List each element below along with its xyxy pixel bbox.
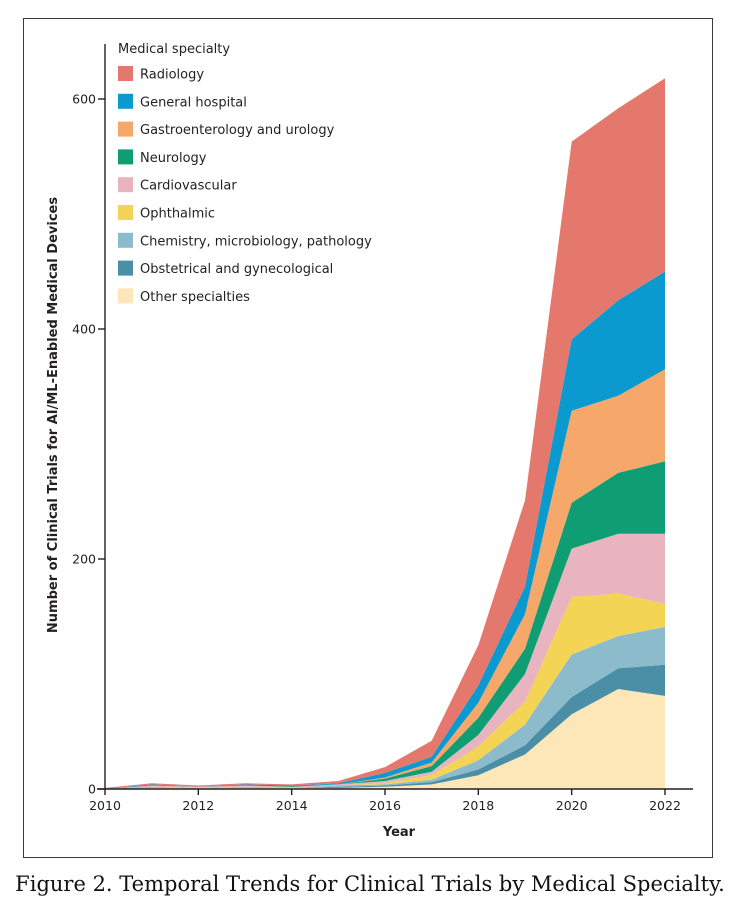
y-tick-label: 0	[88, 782, 96, 797]
area-general-hospital	[105, 271, 665, 789]
x-tick-label: 2014	[276, 798, 308, 813]
legend-swatch	[118, 177, 133, 193]
area-ophthalmic	[105, 593, 665, 789]
x-tick-label: 2022	[649, 798, 681, 813]
legend-swatch	[118, 232, 133, 248]
legend-label: Other specialties	[140, 290, 250, 305]
area-cardiovascular	[105, 533, 665, 789]
legend-item-neurology: Neurology	[118, 149, 207, 166]
y-tick-label: 600	[72, 92, 96, 107]
legend-label: Radiology	[140, 68, 204, 83]
x-tick-label: 2020	[556, 798, 588, 813]
legend-label: General hospital	[140, 95, 247, 110]
x-tick-label: 2012	[182, 798, 214, 813]
legend-item-cardiovascular: Cardiovascular	[118, 177, 237, 194]
y-axis-title: Number of Clinical Trials for AI/ML-Enab…	[46, 197, 61, 633]
x-axis-title: Year	[382, 825, 416, 840]
x-ticks: 2010 2012 2014 2016 2018 2020 2022	[89, 789, 681, 813]
legend-item-general-hospital: General hospital	[118, 93, 247, 110]
y-tick-label: 400	[72, 322, 96, 337]
legend-swatch	[118, 66, 133, 81]
legend-swatch	[118, 260, 133, 276]
legend-label: Cardiovascular	[140, 179, 237, 194]
legend-label: Chemistry, microbiology, pathology	[140, 234, 372, 249]
legend-item-radiology: Radiology	[118, 66, 204, 83]
legend-swatch	[118, 149, 133, 165]
area-other-specialties	[105, 689, 665, 789]
area-obstetrical-and-gynecological	[105, 664, 665, 789]
legend-label: Ophthalmic	[140, 207, 215, 222]
area-chemistry-microbiology-pathology	[105, 626, 665, 789]
legend-label: Gastroenterology and urology	[140, 123, 335, 138]
area-neurology	[105, 461, 665, 789]
legend-item-chemistry-microbiology-pathology: Chemistry, microbiology, pathology	[118, 232, 372, 249]
legend-label: Obstetrical and gynecological	[140, 262, 333, 277]
axes	[97, 44, 693, 790]
legend-item-gastroenterology-and-urology: Gastroenterology and urology	[118, 121, 335, 138]
legend-swatch	[118, 121, 133, 137]
legend-swatch	[118, 288, 133, 304]
figure-caption: Figure 2. Temporal Trends for Clinical T…	[15, 872, 725, 896]
area-layers	[105, 78, 665, 790]
y-ticks: 0 200 400 600	[72, 92, 105, 797]
legend-item-other-specialties: Other specialties	[118, 288, 250, 305]
legend-swatch	[118, 93, 133, 109]
legend-item-ophthalmic: Ophthalmic	[118, 205, 215, 222]
legend-swatch	[118, 205, 133, 220]
x-tick-label: 2018	[462, 798, 494, 813]
area-gastroenterology-and-urology	[105, 369, 665, 789]
legend: Medical specialty Radiology General hospi…	[118, 42, 372, 305]
y-tick-label: 200	[72, 552, 96, 567]
area-radiology	[105, 78, 665, 790]
legend-item-obstetrical-and-gynecological: Obstetrical and gynecological	[118, 260, 333, 277]
legend-title: Medical specialty	[118, 42, 230, 57]
x-tick-label: 2010	[89, 798, 121, 813]
legend-label: Neurology	[140, 151, 207, 166]
x-tick-label: 2016	[369, 798, 401, 813]
